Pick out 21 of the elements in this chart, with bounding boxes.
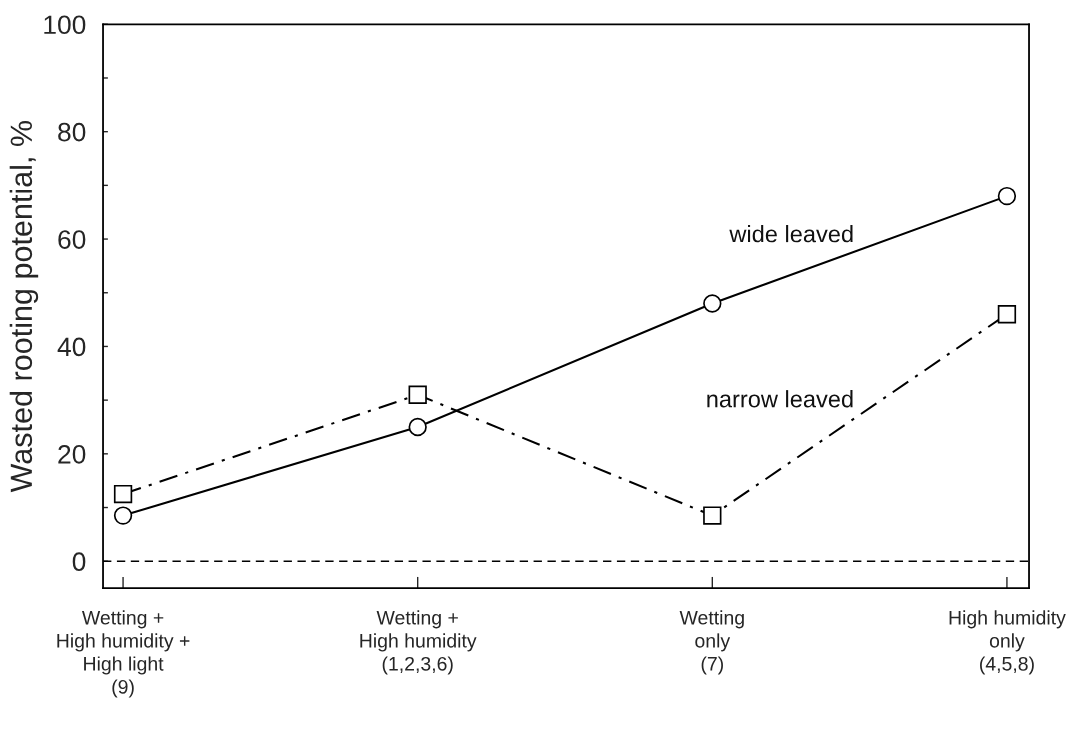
series-label: wide leaved — [729, 225, 853, 243]
x-tick-label: Wetting + High humidity + High light (9) — [57, 610, 190, 698]
x-tick-label: High humidity only (4,5,8) — [949, 610, 1066, 675]
y-tick-label: 20 — [58, 444, 86, 464]
point — [408, 417, 427, 437]
y-tick-label: 80 — [58, 122, 86, 142]
y-tick-label: 40 — [57, 337, 86, 357]
x-tick-label: Wetting only (7) — [679, 610, 744, 675]
x-tick-label: Wetting + High humidity (1,2,3,6) — [360, 610, 477, 675]
series-label: narrow leaved — [707, 390, 853, 408]
point — [997, 186, 1017, 206]
y-tick-label: 100 — [44, 15, 86, 35]
point — [703, 294, 722, 313]
point — [408, 385, 427, 404]
y-axis-title: Wasted rooting potential, % — [9, 120, 39, 493]
point — [113, 506, 133, 525]
point — [703, 506, 722, 525]
point — [997, 305, 1017, 324]
y-tick-label: 60 — [58, 230, 86, 249]
y-tick-label: 0 — [72, 552, 86, 572]
point — [113, 484, 133, 504]
